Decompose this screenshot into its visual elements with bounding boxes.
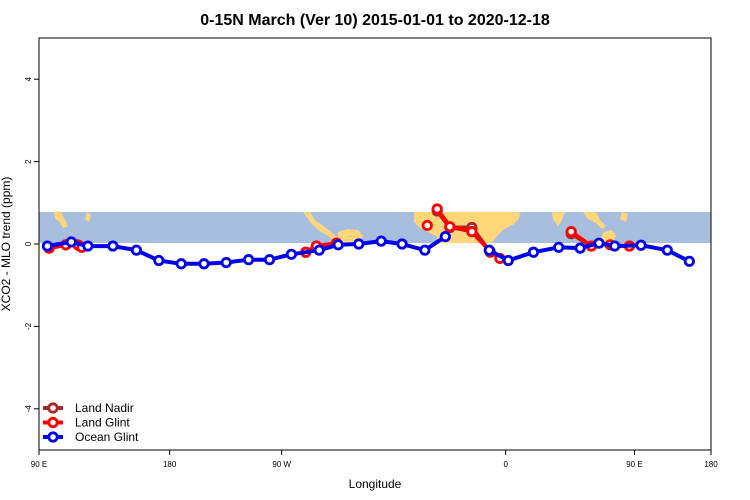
land-shape-central-america: [303, 212, 342, 243]
data-point: [553, 241, 565, 253]
data-point: [396, 238, 408, 250]
data-point: [332, 239, 344, 251]
data-point: [419, 244, 431, 256]
x-tick-label: 180: [704, 460, 718, 469]
data-point: [502, 254, 514, 267]
data-point: [153, 254, 165, 267]
data-point: [285, 248, 297, 260]
land-shape-indochina: [54, 211, 68, 228]
data-point: [353, 238, 365, 250]
data-point: [483, 244, 495, 256]
series: [41, 203, 695, 270]
data-point: [683, 255, 695, 267]
legend-swatch-marker: [47, 402, 59, 414]
data-point: [661, 244, 673, 256]
data-point: [130, 244, 143, 256]
x-tick-label: 0: [503, 460, 508, 469]
data-point: [444, 221, 456, 233]
data-point: [565, 226, 577, 238]
chart-title: 0-15N March (Ver 10) 2015-01-01 to 2020-…: [200, 12, 550, 29]
axes: -4 -2 0 2 4 90 E 180 90 W 0 90 E 180: [24, 37, 718, 469]
data-point: [593, 237, 605, 249]
data-point: [220, 256, 232, 269]
data-point: [635, 239, 647, 251]
data-point: [243, 254, 255, 266]
data-point: [107, 240, 119, 252]
y-tick-label: -2: [24, 322, 33, 330]
x-tick-label: 90 E: [31, 460, 47, 469]
data-point: [313, 244, 325, 256]
y-axis-label: XCO2 - MLO trend (ppm): [0, 177, 13, 312]
y-tick-label: 4: [24, 76, 33, 81]
legend-label: Ocean Glint: [75, 430, 139, 444]
data-point: [82, 240, 94, 252]
land-shape-philippines: [85, 212, 91, 222]
data-point: [609, 240, 621, 252]
x-tick-label: 90 E: [626, 460, 642, 469]
series-ocean-glint: [41, 230, 695, 270]
x-tick-label: 180: [163, 460, 177, 469]
legend-swatch-marker: [47, 431, 59, 443]
land-shape-indochina-east: [583, 212, 606, 229]
x-tick-label: 90 W: [272, 460, 291, 469]
data-point: [41, 240, 54, 252]
y-tick-label: 2: [24, 159, 33, 164]
data-point: [198, 258, 210, 270]
y-tick-label: 0: [24, 241, 33, 246]
series-line: [488, 241, 691, 264]
legend-label: Land Glint: [75, 416, 130, 430]
data-point: [175, 258, 187, 270]
legend-swatch-marker: [47, 416, 59, 429]
land-shape-india: [552, 212, 565, 226]
data-point: [65, 236, 77, 248]
legend-label: Land Nadir: [75, 401, 134, 415]
y-tick-label: -4: [24, 405, 33, 413]
data-point: [431, 203, 443, 215]
data-point: [439, 230, 451, 243]
data-point: [263, 254, 276, 266]
land-shape-islands: [620, 212, 628, 222]
data-point: [421, 219, 433, 232]
data-point: [574, 242, 586, 254]
data-point: [375, 235, 387, 247]
x-axis-label: Longitude: [349, 477, 402, 491]
data-point: [527, 246, 540, 258]
data-point: [466, 226, 478, 238]
